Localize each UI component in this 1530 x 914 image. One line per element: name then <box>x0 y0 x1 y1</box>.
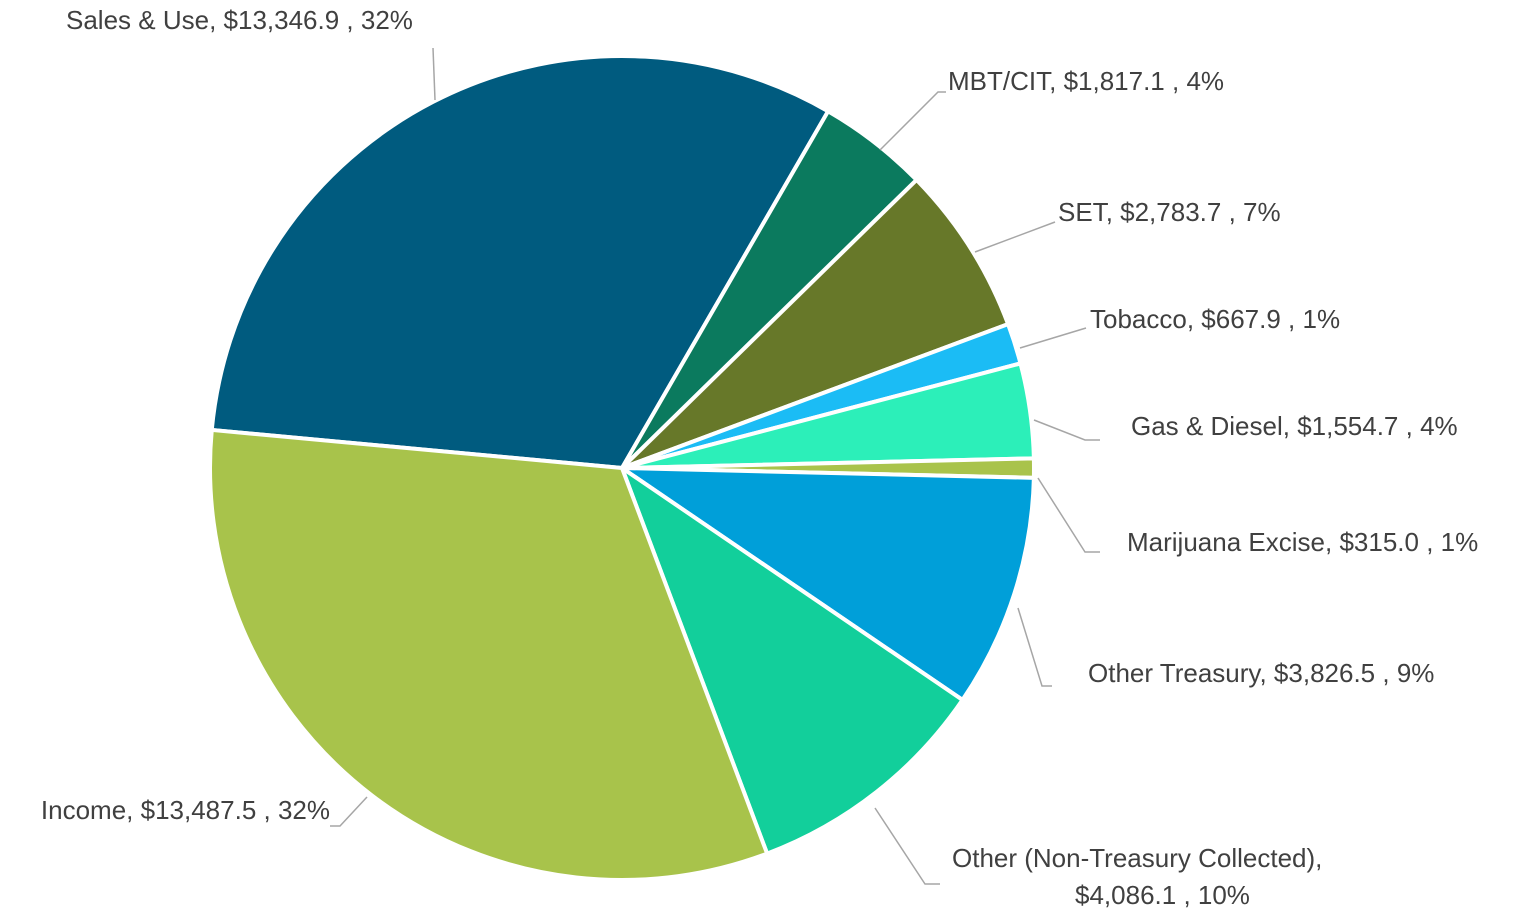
label-percent: 10% <box>1198 880 1250 910</box>
label-separator: , <box>1106 197 1120 227</box>
data-label: Other (Non-Treasury Collected), $4,086.1… <box>952 843 1330 910</box>
label-category: Gas & Diesel <box>1131 411 1283 441</box>
label-value: $2,783.7 <box>1120 197 1221 227</box>
label-category: SET <box>1058 197 1109 227</box>
pie-slice <box>620 466 1036 702</box>
label-separator: , <box>1259 658 1273 688</box>
label-separator: , <box>1325 527 1339 557</box>
label-value: $3,826.5 <box>1274 658 1375 688</box>
data-label: Income, $13,487.5 , 32% <box>41 795 330 825</box>
label-value: $667.9 <box>1201 304 1281 334</box>
label-category: Tobacco <box>1090 304 1187 334</box>
data-label: Sales & Use, $13,346.9 , 32% <box>66 5 413 35</box>
pie-slice <box>620 177 1011 470</box>
label-separator: , <box>1281 304 1303 334</box>
label-separator: , <box>1049 66 1063 96</box>
label-separator: , <box>1375 658 1397 688</box>
data-label: Marijuana Excise, $315.0 , 1% <box>1127 527 1478 557</box>
label-separator: , <box>1398 411 1420 441</box>
label-value: $315.0 <box>1339 527 1419 557</box>
label-separator: , <box>1419 527 1441 557</box>
label-percent: 1% <box>1303 304 1341 334</box>
leader-line <box>974 221 1056 253</box>
label-category: Other (Non-Treasury Collected) <box>952 843 1315 873</box>
label-separator: , <box>339 5 361 35</box>
label-percent: 4% <box>1186 66 1224 96</box>
label-category: MBT/CIT <box>948 66 1052 96</box>
label-separator: , <box>256 795 278 825</box>
pie-slice <box>620 466 965 856</box>
data-label: Tobacco, $667.9 , 1% <box>1090 304 1340 334</box>
leader-line <box>432 47 436 101</box>
leader-line <box>1017 607 1052 687</box>
leader-line <box>330 796 368 827</box>
label-value: $4,086.1 <box>1075 880 1176 910</box>
label-category: Marijuana Excise <box>1127 527 1325 557</box>
pie-slice <box>208 427 770 882</box>
label-category: Sales & Use <box>66 5 209 35</box>
data-label: Gas & Diesel, $1,554.7 , 4% <box>1131 411 1458 441</box>
label-separator: , <box>126 795 140 825</box>
label-percent: 7% <box>1243 197 1281 227</box>
label-separator: , <box>1315 843 1329 873</box>
label-percent: 9% <box>1397 658 1435 688</box>
label-separator: , <box>1221 197 1243 227</box>
data-label: SET, $2,783.7 , 7% <box>1058 197 1281 227</box>
label-value: $1,554.7 <box>1297 411 1398 441</box>
label-percent: 4% <box>1420 411 1458 441</box>
label-category: Other Treasury <box>1088 658 1261 688</box>
leader-line <box>1019 327 1087 349</box>
leader-line <box>1033 419 1100 441</box>
leader-line <box>874 807 940 885</box>
label-percent: 1% <box>1441 527 1479 557</box>
pie-slice <box>209 54 831 470</box>
label-value: $13,346.9 <box>224 5 340 35</box>
label-percent: 32% <box>361 5 413 35</box>
label-percent: 32% <box>278 795 330 825</box>
data-label: Other Treasury, $3,826.5 , 9% <box>1088 658 1434 688</box>
label-separator: , <box>1283 411 1297 441</box>
label-separator: , <box>1165 66 1187 96</box>
label-value: $13,487.5 <box>141 795 257 825</box>
data-label: MBT/CIT, $1,817.1 , 4% <box>948 66 1224 96</box>
label-value: $1,817.1 <box>1064 66 1165 96</box>
label-separator: , <box>209 5 223 35</box>
label-category: Income <box>41 795 126 825</box>
label-separator: , <box>1187 304 1201 334</box>
label-separator: , <box>1176 880 1198 910</box>
leader-line <box>1037 477 1100 553</box>
leader-line <box>879 91 946 151</box>
